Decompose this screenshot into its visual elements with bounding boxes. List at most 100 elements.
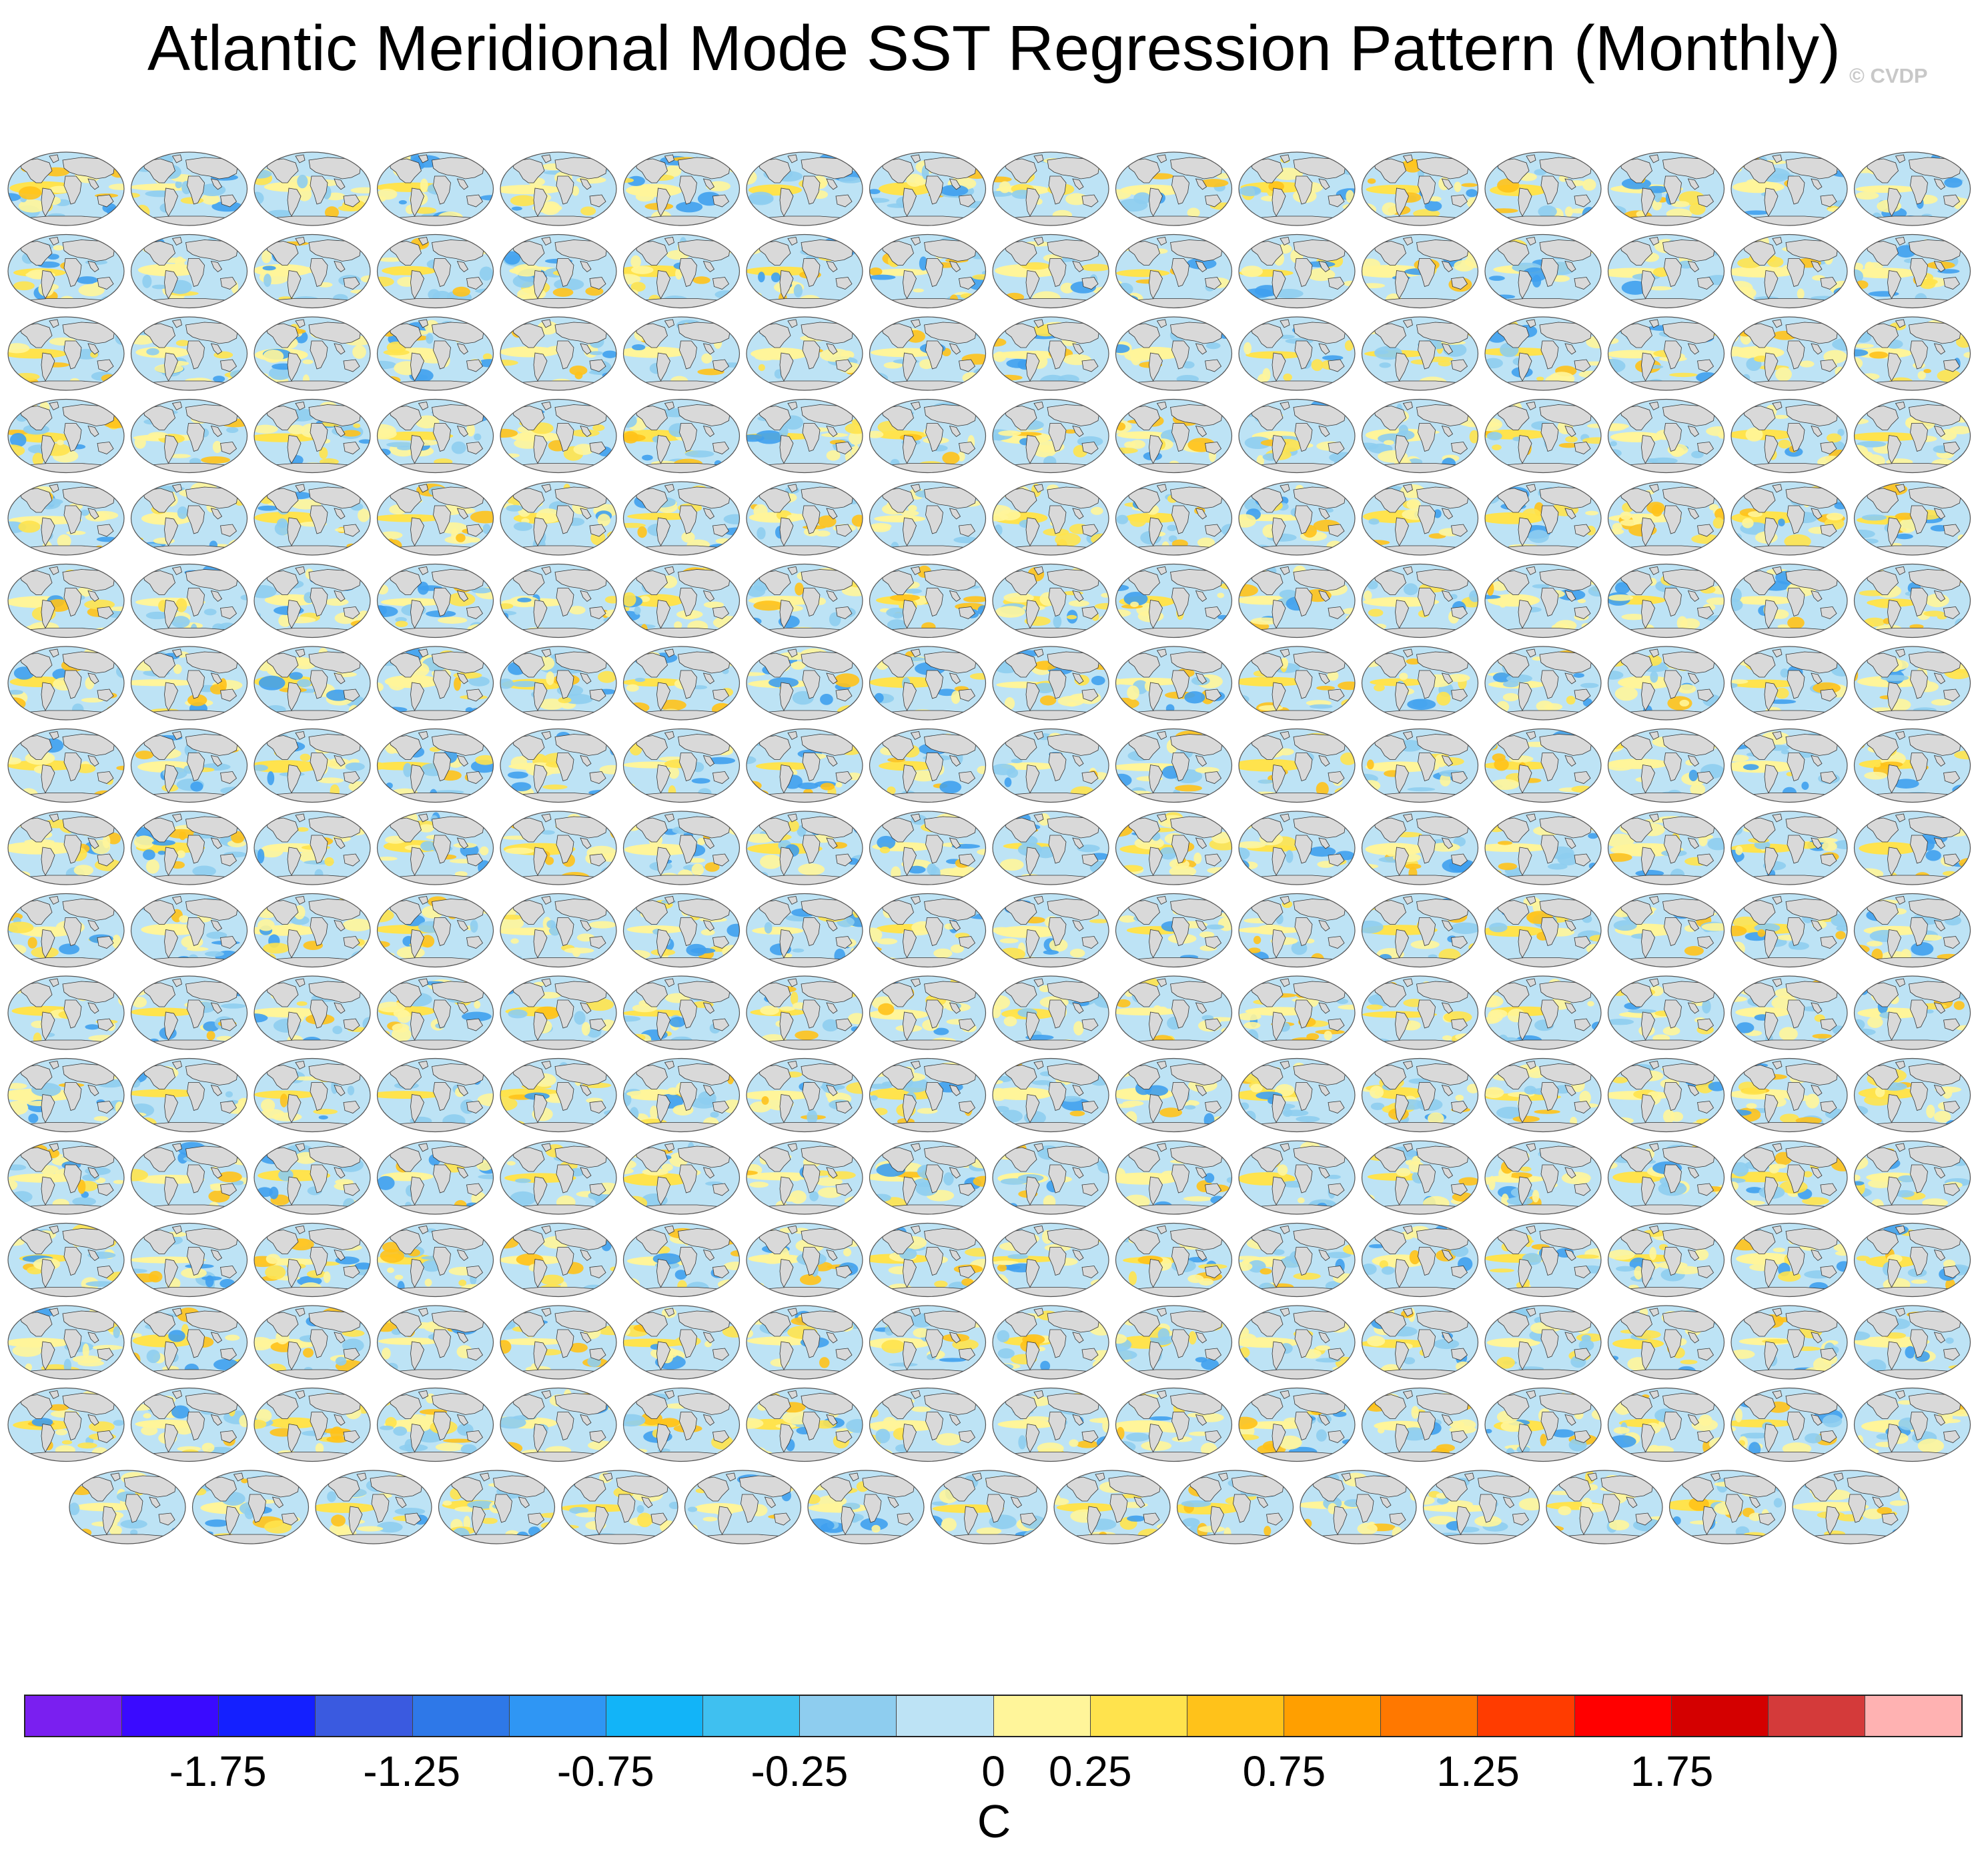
map-panel bbox=[746, 1222, 863, 1298]
map-panel bbox=[622, 728, 740, 803]
map-panel bbox=[746, 1057, 863, 1133]
map-panel bbox=[1361, 398, 1479, 474]
map-panel bbox=[1361, 893, 1479, 968]
map-panel bbox=[500, 1140, 617, 1215]
map-panel bbox=[1484, 316, 1602, 391]
map-panel bbox=[130, 811, 248, 885]
map-panel bbox=[561, 1470, 678, 1544]
map-panel bbox=[1546, 1470, 1663, 1544]
colorbar-swatch bbox=[897, 1696, 994, 1736]
map-panel bbox=[376, 1140, 494, 1215]
map-panel bbox=[930, 1470, 1048, 1544]
map-panel bbox=[254, 1057, 371, 1133]
map-panel bbox=[1730, 234, 1848, 309]
map-panel bbox=[254, 728, 371, 803]
map-panel bbox=[1115, 1305, 1233, 1380]
map-panel bbox=[1853, 893, 1971, 968]
map-panel bbox=[992, 893, 1109, 968]
map-panel bbox=[191, 1470, 310, 1544]
map-panel bbox=[1853, 481, 1971, 556]
map-panel bbox=[1361, 728, 1479, 803]
colorbar-ticks: -1.75 -1.25 -0.75 -0.25 0 0.25 0.75 1.25 1.75 bbox=[0, 1747, 1988, 1800]
colorbar-tick-label: -0.75 bbox=[556, 1747, 654, 1795]
map-panel bbox=[376, 728, 494, 803]
colorbar-swatch bbox=[219, 1696, 316, 1736]
map-panel bbox=[1730, 151, 1848, 226]
map-panel bbox=[7, 316, 125, 391]
map-panel bbox=[7, 728, 125, 803]
map-panel bbox=[130, 563, 248, 638]
map-panel bbox=[869, 1057, 987, 1133]
map-panel bbox=[254, 646, 371, 721]
map-panel bbox=[254, 398, 371, 474]
map-panel bbox=[1115, 975, 1233, 1050]
map-panel bbox=[1361, 316, 1479, 391]
map-panel bbox=[376, 811, 494, 885]
map-panel bbox=[500, 563, 617, 638]
map-panel bbox=[746, 893, 863, 968]
map-panel bbox=[1484, 893, 1602, 968]
map-panel bbox=[746, 1140, 863, 1215]
map-panel bbox=[1730, 1387, 1848, 1462]
map-panel bbox=[500, 728, 617, 803]
map-panel bbox=[254, 811, 371, 885]
colorbar-swatch bbox=[1671, 1696, 1769, 1736]
map-panel bbox=[1361, 975, 1479, 1050]
map-panel bbox=[1361, 646, 1479, 721]
map-panel bbox=[746, 151, 863, 226]
map-panel bbox=[1730, 1222, 1848, 1298]
map-panel bbox=[869, 151, 987, 226]
map-panel bbox=[992, 811, 1109, 885]
map-panel bbox=[1238, 563, 1356, 638]
map-panel bbox=[1730, 646, 1848, 721]
map-panel bbox=[1853, 1305, 1971, 1380]
colorbar bbox=[24, 1695, 1963, 1737]
map-panel bbox=[622, 1387, 740, 1462]
map-panel bbox=[1422, 1470, 1540, 1544]
map-panel bbox=[1484, 234, 1602, 309]
map-panel bbox=[1115, 316, 1233, 391]
map-panel bbox=[1115, 893, 1233, 968]
map-panel bbox=[869, 975, 987, 1050]
map-panel bbox=[1361, 1140, 1479, 1215]
map-panel bbox=[500, 646, 617, 721]
colorbar-swatch bbox=[1381, 1696, 1478, 1736]
map-panel bbox=[746, 563, 863, 638]
map-panel bbox=[254, 1387, 371, 1462]
map-panel bbox=[684, 1470, 802, 1544]
map-panel bbox=[500, 481, 617, 556]
map-panel bbox=[130, 728, 248, 803]
map-panel bbox=[1607, 563, 1725, 638]
map-panel bbox=[746, 728, 863, 803]
map-panel bbox=[376, 893, 494, 968]
colorbar-swatch bbox=[509, 1696, 606, 1736]
map-panel bbox=[622, 1140, 740, 1215]
map-panel bbox=[869, 234, 987, 309]
map-panel bbox=[1668, 1470, 1787, 1544]
colorbar-tick-label: 0.25 bbox=[1049, 1747, 1132, 1795]
map-panel bbox=[130, 481, 248, 556]
map-panel bbox=[1853, 728, 1971, 803]
map-panel bbox=[1484, 481, 1602, 556]
map-panel bbox=[1238, 234, 1356, 309]
figure-title: Atlantic Meridional Mode SST Regression … bbox=[147, 13, 1841, 84]
colorbar-swatch bbox=[1284, 1696, 1382, 1736]
colorbar-swatch bbox=[1768, 1696, 1865, 1736]
map-panel bbox=[7, 1387, 125, 1462]
map-panel bbox=[622, 811, 740, 885]
map-panel bbox=[1607, 316, 1725, 391]
map-panel bbox=[7, 481, 125, 556]
colorbar-tick-label: -1.25 bbox=[363, 1747, 461, 1795]
map-panel bbox=[130, 893, 248, 968]
map-panel bbox=[1238, 1140, 1356, 1215]
map-panel bbox=[746, 1387, 863, 1462]
colorbar-swatch bbox=[1090, 1696, 1187, 1736]
map-panel bbox=[1853, 316, 1971, 391]
map-panel bbox=[622, 234, 740, 309]
map-panel bbox=[1115, 1057, 1233, 1133]
colorbar-tick-label: 1.75 bbox=[1630, 1747, 1714, 1795]
map-panel bbox=[869, 811, 987, 885]
map-panel bbox=[1607, 893, 1725, 968]
map-panel bbox=[746, 481, 863, 556]
map-panel bbox=[130, 975, 248, 1050]
